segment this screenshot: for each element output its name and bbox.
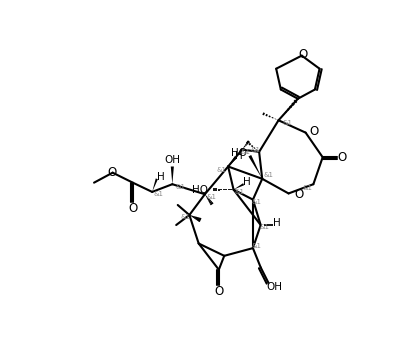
Text: &1: &1 (302, 185, 312, 191)
Polygon shape (249, 155, 262, 179)
Text: &1: &1 (217, 167, 227, 173)
Text: H: H (273, 219, 281, 229)
Text: O: O (338, 151, 347, 164)
Polygon shape (228, 156, 237, 166)
Polygon shape (152, 179, 158, 192)
Text: &1: &1 (252, 243, 262, 249)
Text: O: O (294, 188, 303, 201)
Text: &1: &1 (241, 149, 251, 155)
Text: &1: &1 (235, 189, 245, 195)
Text: H: H (235, 151, 243, 161)
Text: &1: &1 (283, 120, 293, 126)
Text: &1: &1 (263, 172, 273, 178)
Polygon shape (171, 166, 174, 184)
Text: O: O (107, 166, 117, 179)
Text: &1: &1 (180, 214, 190, 220)
Text: &1: &1 (206, 193, 216, 199)
Polygon shape (233, 183, 244, 190)
Text: &1: &1 (260, 224, 270, 230)
Text: &1: &1 (252, 199, 262, 205)
Text: &1: &1 (153, 191, 163, 197)
Text: HO: HO (231, 148, 247, 158)
Text: &1: &1 (250, 147, 260, 152)
Text: OH: OH (164, 155, 180, 165)
Text: &1: &1 (175, 183, 185, 190)
Text: O: O (310, 125, 319, 139)
Text: O: O (128, 201, 137, 215)
Text: HO: HO (192, 184, 208, 195)
Text: H: H (157, 172, 164, 182)
Text: O: O (298, 48, 307, 61)
Text: O: O (214, 285, 223, 298)
Text: OH: OH (267, 282, 282, 292)
Text: H: H (243, 177, 251, 187)
